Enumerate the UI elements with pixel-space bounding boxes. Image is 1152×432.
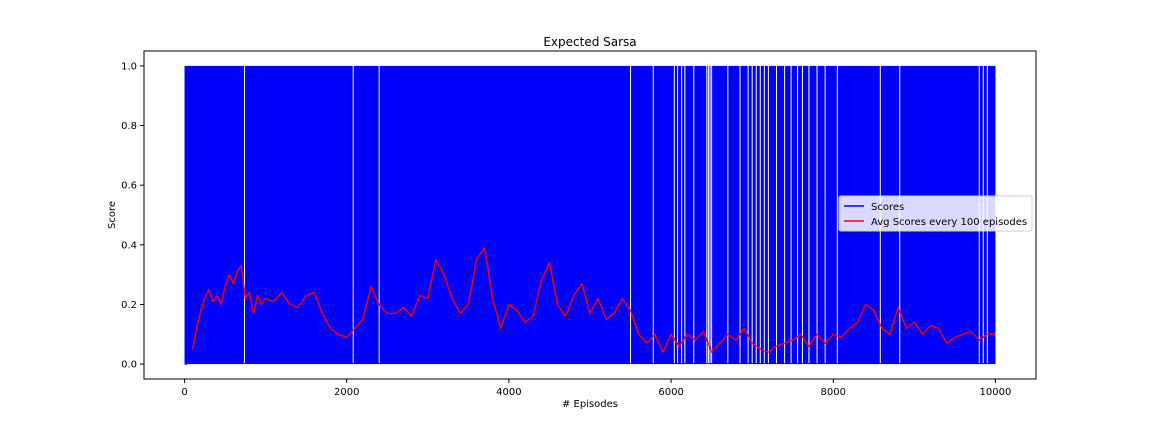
x-tick-label: 4000 bbox=[496, 387, 521, 398]
y-tick-label: 0.6 bbox=[121, 181, 137, 192]
x-axis: 0 2000 4000 6000 8000 10000 bbox=[181, 379, 1011, 398]
chart-title: Expected Sarsa bbox=[543, 35, 636, 49]
legend: Scores Avg Scores every 100 episodes bbox=[838, 195, 1033, 232]
avg-scores-line bbox=[192, 247, 996, 353]
legend-box bbox=[838, 195, 1033, 232]
x-tick-label: 0 bbox=[181, 387, 187, 398]
y-tick-label: 0.2 bbox=[121, 300, 137, 311]
legend-label-scores: Scores bbox=[871, 202, 904, 213]
x-tick-label: 6000 bbox=[658, 387, 683, 398]
y-tick-label: 1.0 bbox=[121, 61, 137, 72]
x-axis-title: # Episodes bbox=[562, 399, 618, 410]
y-tick-label: 0.0 bbox=[121, 360, 137, 371]
y-tick-label: 0.4 bbox=[121, 240, 137, 251]
plot-frame bbox=[143, 50, 1037, 380]
x-tick-label: 2000 bbox=[334, 387, 359, 398]
y-axis: 0.0 0.2 0.4 0.6 0.8 1.0 bbox=[121, 61, 144, 371]
x-tick-label: 10000 bbox=[980, 387, 1012, 398]
legend-label-avg: Avg Scores every 100 episodes bbox=[871, 217, 1027, 228]
y-axis-title: Score bbox=[107, 201, 118, 229]
y-tick-label: 0.8 bbox=[121, 121, 137, 132]
x-tick-label: 8000 bbox=[821, 387, 846, 398]
